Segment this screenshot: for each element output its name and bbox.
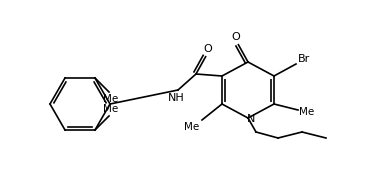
- Text: Br: Br: [298, 54, 310, 64]
- Text: NH: NH: [168, 93, 184, 103]
- Text: O: O: [232, 32, 240, 42]
- Text: Me: Me: [184, 122, 199, 132]
- Text: Me: Me: [299, 107, 315, 117]
- Text: N: N: [247, 114, 255, 124]
- Text: Me: Me: [103, 104, 119, 114]
- Text: O: O: [203, 44, 212, 54]
- Text: Me: Me: [103, 94, 119, 104]
